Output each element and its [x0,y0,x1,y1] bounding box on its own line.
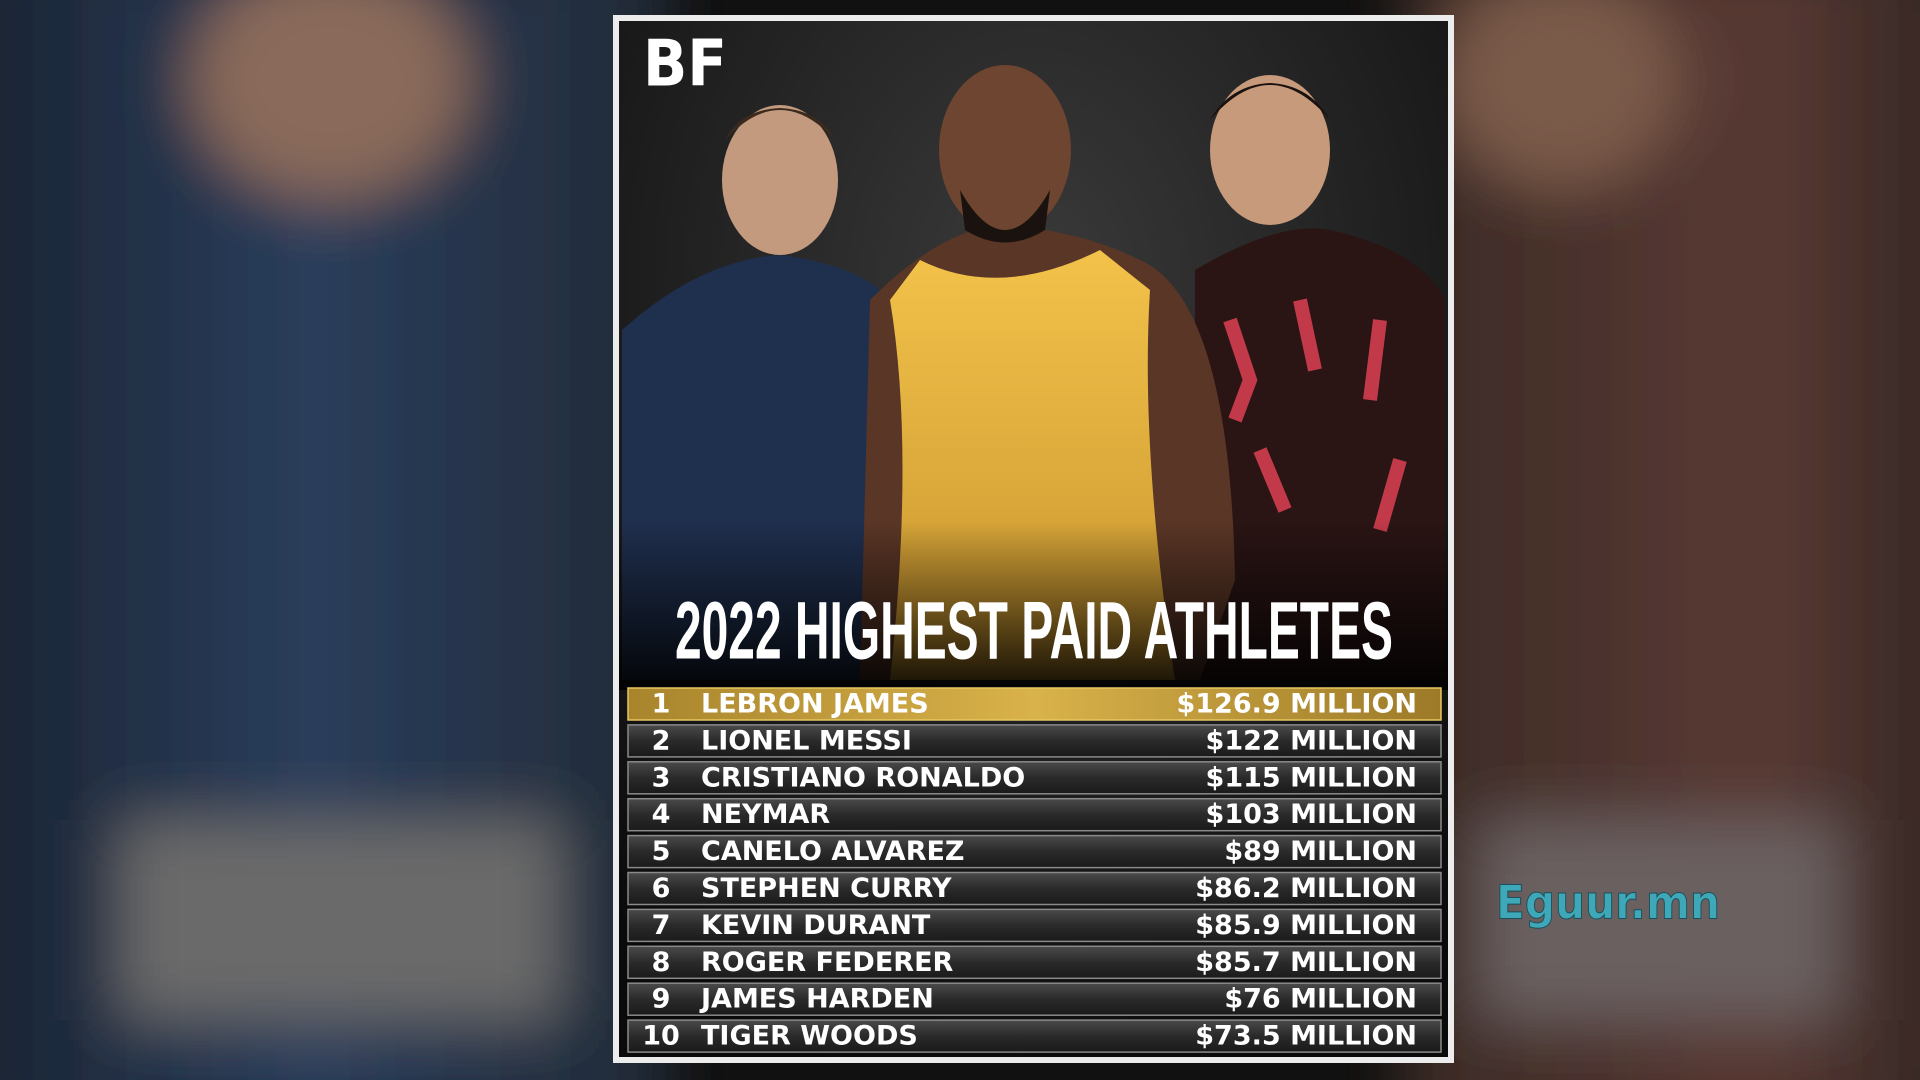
athlete-name: JAMES HARDEN [699,984,934,1015]
rank: 9 [652,984,671,1015]
row-background [627,945,1442,980]
earnings: $76 MILLION [1224,984,1417,1015]
athlete-name: STEPHEN CURRY [701,873,952,904]
rank: 10 [642,1021,680,1052]
athlete-name: LIONEL MESSI [701,725,912,756]
rank: 2 [652,725,671,756]
rank: 7 [652,910,671,941]
rank: 8 [652,947,671,978]
athlete-name: TIGER WOODS [701,1021,918,1052]
watermark: Eguur.mn [1496,876,1720,930]
ranking-table: 1 LEBRON JAMES $126.9 MILLION 2 LIONEL MESSI… [627,687,1442,1053]
earnings: $85.7 MILLION [1195,947,1417,978]
row-background [627,797,1442,832]
earnings: $103 MILLION [1206,799,1417,830]
rank: 6 [652,873,671,904]
row-background [627,1019,1442,1053]
row-background [627,687,1442,721]
row-background [627,761,1442,795]
athlete-name: CRISTIANO RONALDO [701,762,1025,793]
logo: BF [643,28,727,102]
rank: 3 [652,762,671,793]
athlete-name: ROGER FEDERER [701,947,954,978]
earnings: $73.5 MILLION [1195,1021,1417,1052]
row-background [627,834,1442,869]
athlete-name: CANELO ALVAREZ [701,836,965,867]
rank: 1 [652,689,671,720]
athlete-name: LEBRON JAMES [701,689,929,720]
title: 2022 HIGHEST PAID ATHLETES [675,586,1393,677]
earnings: $126.9 MILLION [1176,689,1417,720]
earnings: $86.2 MILLION [1195,873,1417,904]
earnings: $89 MILLION [1224,836,1417,867]
row-background [627,724,1442,758]
earnings: $85.9 MILLION [1195,910,1417,941]
athlete-name: KEVIN DURANT [701,910,931,941]
earnings: $115 MILLION [1206,762,1417,793]
row-background [627,871,1442,906]
row-background [627,908,1442,943]
earnings: $122 MILLION [1206,725,1417,756]
rank: 5 [652,836,671,867]
rank: 4 [652,799,671,830]
row-background [627,982,1442,1016]
photo [619,65,1448,690]
athlete-name: NEYMAR [701,799,830,830]
